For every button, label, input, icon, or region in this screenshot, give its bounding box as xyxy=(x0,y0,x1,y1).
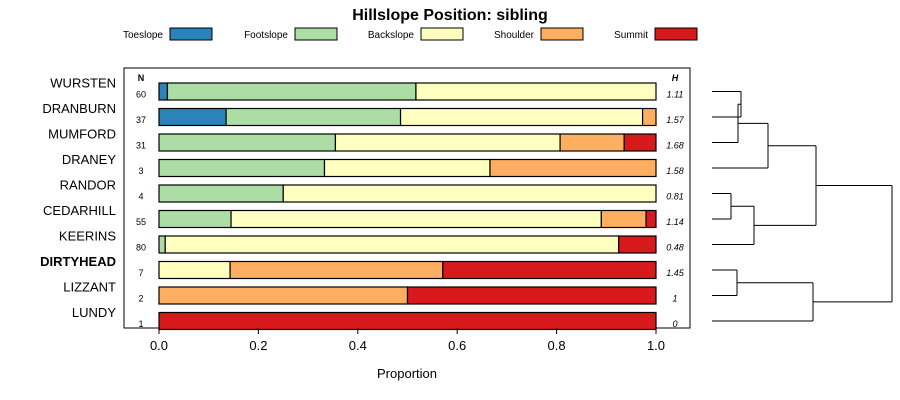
bar-segment-lundy-summit xyxy=(158,311,657,331)
x-tick-label-4: 0.8 xyxy=(548,338,566,353)
bar-segment-cedarhill-footslope xyxy=(158,209,232,229)
n-value-keerins: 80 xyxy=(136,243,146,253)
bar-segment-dirtyhead-shoulder xyxy=(229,260,444,280)
h-value-lundy: 0 xyxy=(672,319,677,329)
site-label-dirtyhead: DIRTYHEAD xyxy=(40,254,116,269)
bar-segment-wursten-toeslope xyxy=(158,82,169,101)
bar-segment-keerins-footslope xyxy=(158,235,166,254)
h-value-dirtyhead: 1.45 xyxy=(666,268,685,278)
bar-segment-mumford-backslope xyxy=(334,133,561,152)
bar-segment-dranburn-backslope xyxy=(399,107,644,127)
bar-segment-dirtyhead-backslope xyxy=(158,260,231,280)
h-column-header: H xyxy=(672,73,679,83)
bar-segment-randor-footslope xyxy=(158,184,284,203)
h-value-mumford: 1.68 xyxy=(666,141,684,151)
bar-segment-mumford-summit xyxy=(623,133,657,152)
site-label-mumford: MUMFORD xyxy=(48,127,116,142)
bar-segment-mumford-shoulder xyxy=(559,133,625,152)
h-value-keerins: 0.48 xyxy=(666,243,684,253)
h-value-wursten: 1.11 xyxy=(667,90,684,100)
legend-swatch-summit xyxy=(654,27,698,41)
x-tick-label-5: 1.0 xyxy=(647,338,665,353)
site-label-lizzant: LIZZANT xyxy=(63,280,116,295)
bar-segment-dranburn-shoulder xyxy=(641,107,657,127)
bar-segment-draney-footslope xyxy=(158,158,326,178)
n-value-randor: 4 xyxy=(138,192,143,202)
legend: Toeslope Footslope Backslope Shoulder Summit xyxy=(123,27,698,41)
x-tick-label-1: 0.2 xyxy=(249,338,267,353)
bar-segment-wursten-backslope xyxy=(415,82,657,101)
h-value-dranburn: 1.57 xyxy=(666,115,685,125)
site-label-lundy: LUNDY xyxy=(72,305,116,320)
legend-swatch-toeslope xyxy=(169,27,213,41)
legend-label-toeslope: Toeslope xyxy=(123,30,163,41)
bar-segment-draney-shoulder xyxy=(489,158,657,178)
n-value-lizzant: 2 xyxy=(138,294,143,304)
bar-segment-wursten-footslope xyxy=(166,82,417,101)
bar-segment-randor-backslope xyxy=(282,184,657,203)
h-value-lizzant: 1 xyxy=(672,294,677,304)
n-value-mumford: 31 xyxy=(136,141,146,151)
n-value-draney: 3 xyxy=(138,166,143,176)
legend-label-shoulder: Shoulder xyxy=(494,30,535,41)
site-label-cedarhill: CEDARHILL xyxy=(43,203,116,218)
n-value-cedarhill: 55 xyxy=(136,217,146,227)
n-column-header: N xyxy=(138,73,145,83)
h-value-cedarhill: 1.14 xyxy=(666,217,684,227)
dendrogram xyxy=(712,91,893,322)
n-value-lundy: 1 xyxy=(138,319,143,329)
site-label-wursten: WURSTEN xyxy=(50,76,116,91)
site-label-draney: DRANEY xyxy=(62,152,117,167)
bar-segment-cedarhill-backslope xyxy=(230,209,602,229)
bar-segment-keerins-summit xyxy=(618,235,657,254)
bar-segment-keerins-backslope xyxy=(164,235,620,254)
h-value-draney: 1.58 xyxy=(666,166,684,176)
bar-segment-dirtyhead-summit xyxy=(442,260,657,280)
n-value-dirtyhead: 7 xyxy=(138,268,143,278)
bar-segment-lizzant-summit xyxy=(406,286,657,305)
bar-segment-dranburn-footslope xyxy=(225,107,402,127)
legend-swatch-backslope xyxy=(420,27,464,41)
bar-segment-cedarhill-shoulder xyxy=(600,209,647,229)
x-tick-label-3: 0.6 xyxy=(448,338,466,353)
site-label-dranburn: DRANBURN xyxy=(42,101,116,116)
legend-swatch-footslope xyxy=(294,27,338,41)
bar-segment-mumford-footslope xyxy=(158,133,337,152)
legend-label-summit: Summit xyxy=(614,30,648,41)
n-value-wursten: 60 xyxy=(136,90,146,100)
legend-label-footslope: Footslope xyxy=(244,30,288,41)
chart-title: Hillslope Position: sibling xyxy=(352,7,548,24)
x-axis-title: Proportion xyxy=(377,366,437,381)
bar-segment-dranburn-toeslope xyxy=(158,107,227,127)
site-label-randor: RANDOR xyxy=(60,178,116,193)
bar-segment-draney-backslope xyxy=(323,158,491,178)
x-tick-label-0: 0.0 xyxy=(150,338,168,353)
legend-label-backslope: Backslope xyxy=(368,30,415,41)
site-label-keerins: KEERINS xyxy=(59,229,116,244)
n-value-dranburn: 37 xyxy=(136,115,146,125)
x-tick-label-2: 0.4 xyxy=(349,338,367,353)
legend-swatch-shoulder xyxy=(540,27,584,41)
bar-segment-lizzant-shoulder xyxy=(158,286,409,305)
bar-segment-cedarhill-summit xyxy=(645,209,657,229)
h-value-randor: 0.81 xyxy=(666,192,684,202)
